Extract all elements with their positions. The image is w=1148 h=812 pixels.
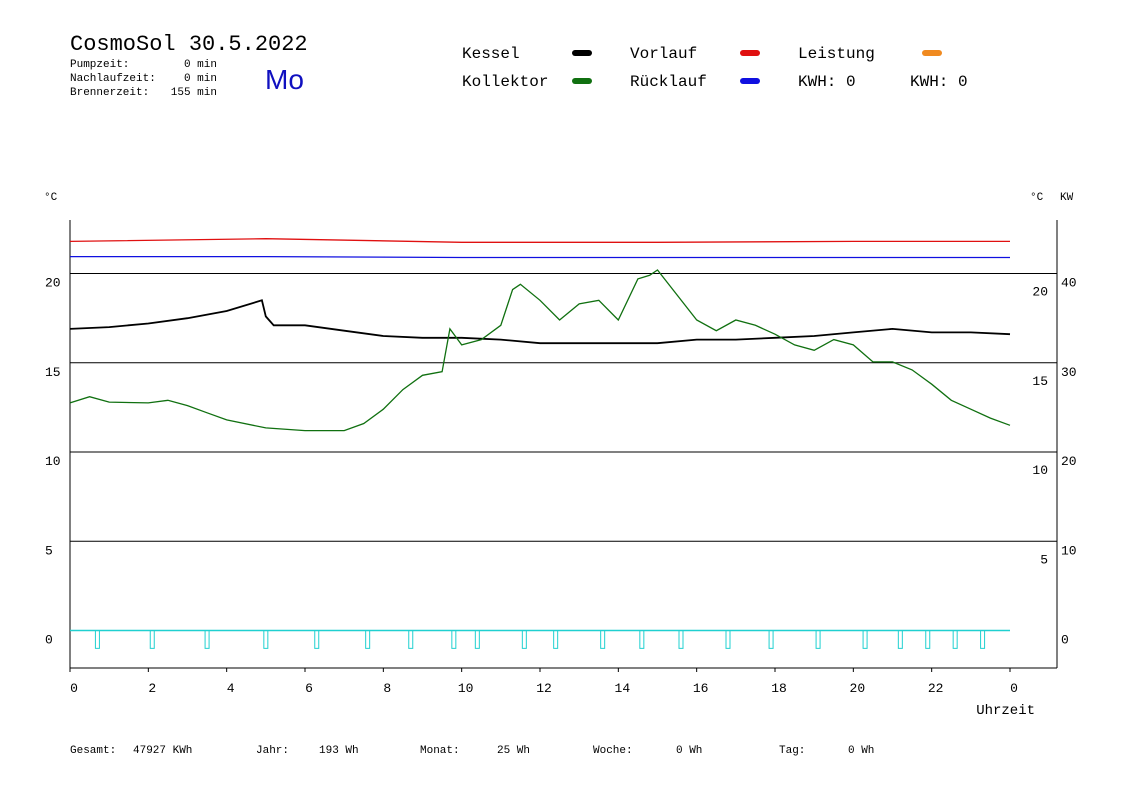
pump-pulse [408,630,414,649]
kwh: KWH: 0 [798,73,856,91]
pump-pulse [365,630,371,649]
title: CosmoSol 30.5.2022 [70,32,308,57]
x-tick-label: 0 [1010,681,1018,696]
legend-label: Vorlauf [630,45,697,63]
stat-label: Pumpzeit: [70,59,129,71]
kwh: KWH: 0 [910,73,968,91]
footer-value: 0 Wh [676,745,702,757]
series-line [69,269,1011,432]
footer-value: 25 Wh [497,745,530,757]
footer-label: Woche: [593,745,633,757]
footer-value: 47927 KWh [133,745,192,757]
pump-pulse [862,630,868,649]
stat-value: 155 min [171,87,217,99]
pump-pulse [521,630,527,649]
x-tick-label: 22 [928,681,944,696]
y-label: °C [44,192,58,204]
pump-pulse [204,630,210,649]
series-line [69,299,1011,345]
y-right-tick-label: 20 [1032,285,1048,300]
legend-label: Leistung [798,45,875,63]
legend-label: Kollektor [462,73,548,91]
weekday: Mo [265,64,304,95]
pump-pulse [149,630,155,649]
pump-pulse [768,630,774,649]
series-line [70,255,1010,259]
y2-tick-label: 20 [1061,454,1077,469]
pump-pulse [314,630,320,649]
pump-pulse [815,630,821,649]
footer-label: Monat: [420,745,460,757]
y-tick-label: 15 [45,365,61,380]
footer-value: 193 Wh [319,745,359,757]
y2-tick-label: 40 [1061,276,1077,291]
pump-pulse [94,630,100,649]
x-tick-label: 8 [383,681,391,696]
x-tick-label: 6 [305,681,313,696]
legend-label: Kessel [462,45,520,63]
x-tick-label: 0 [70,681,78,696]
y2-label: KW [1060,192,1074,204]
y-right-tick-label: 15 [1032,374,1048,389]
pump-pulse [725,630,731,649]
y-tick-label: 5 [45,543,53,558]
stat-label: Brennerzeit: [70,87,149,99]
footer-value: 0 Wh [848,745,874,757]
pump-pulse [952,630,958,649]
x-tick-label: 12 [536,681,552,696]
footer-label: Tag: [779,745,805,757]
x-tick-label: 14 [615,681,631,696]
y-tick-label: 10 [45,454,61,469]
y-tick-label: 0 [45,633,53,648]
pump-pulse [897,630,903,649]
pump-pulse [678,630,684,649]
y-tick-label: 20 [45,276,61,291]
x-tick-label: 4 [227,681,235,696]
x-tick-label: 10 [458,681,474,696]
x-tick-label: 18 [771,681,787,696]
stat-label: Nachlaufzeit: [70,73,156,85]
y-right-tick-label: 5 [1040,552,1048,567]
stat-value: 0 min [184,59,217,71]
pump-pulse [263,630,269,649]
pump-pulse [451,630,457,649]
y2-tick-label: 30 [1061,365,1077,380]
y-right-label: °C [1030,192,1044,204]
pump-pulse [639,630,645,649]
series-line [69,238,1010,243]
x-tick-label: 20 [850,681,866,696]
x-tick-label: 2 [148,681,156,696]
y2-tick-label: 10 [1061,543,1077,558]
y2-tick-label: 0 [1061,633,1069,648]
pump-pulse [600,630,606,649]
pump-pulse [553,630,559,649]
pump-pulse [980,630,986,649]
legend-label: Rücklauf [630,73,707,91]
stat-value: 0 min [184,73,217,85]
footer-label: Jahr: [256,745,289,757]
x-label: Uhrzeit [976,703,1035,719]
pump-pulse [925,630,931,649]
pump-pulse [474,630,480,649]
x-tick-label: 16 [693,681,709,696]
y-right-tick-label: 10 [1032,463,1048,478]
footer-label: Gesamt: [70,745,116,757]
